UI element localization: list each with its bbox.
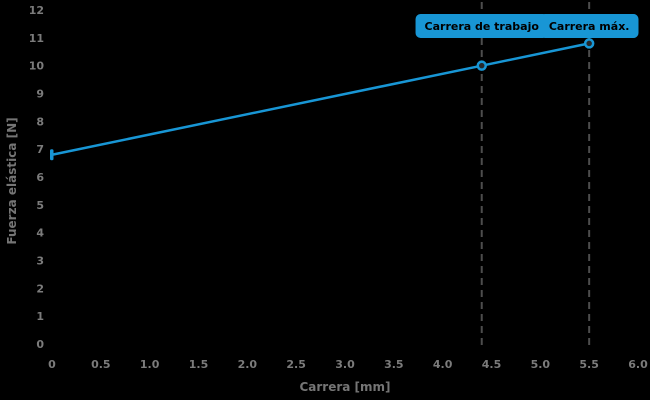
x-tick-label: 1.0 (140, 358, 160, 371)
y-tick-label: 1 (36, 310, 44, 323)
x-tick-label: 2.5 (286, 358, 306, 371)
x-tick-label: 4.5 (482, 358, 502, 371)
x-tick-label: 0 (48, 358, 56, 371)
annotation-badge-label: Carrera máx. (549, 20, 630, 33)
x-tick-label: 1.5 (189, 358, 209, 371)
y-tick-label: 6 (36, 171, 44, 184)
data-point-marker (476, 60, 487, 71)
y-tick-label: 2 (36, 282, 44, 295)
y-tick-label: 5 (36, 199, 44, 212)
y-tick-label: 11 (29, 32, 44, 45)
y-tick-label: 12 (29, 4, 44, 17)
annotation-badge-background (539, 14, 639, 38)
x-tick-label: 6.0 (628, 358, 648, 371)
annotation-badge-1[interactable]: Carrera máx. (539, 14, 639, 38)
annotation-badge-label: Carrera de trabajo (425, 20, 540, 33)
y-tick-label: 7 (36, 143, 44, 156)
x-tick-label: 3.0 (335, 358, 355, 371)
y-axis-title: Fuerza elástica [N] (5, 117, 19, 244)
x-tick-label: 2.0 (238, 358, 258, 371)
x-axis-tick-labels: 0 0.5 1.0 1.5 2.0 2.5 3.0 3.5 4.0 4.5 5.0 5.5 6.0 (48, 358, 648, 371)
x-axis-title: Carrera [mm] (299, 380, 390, 394)
x-tick-label: 4.0 (433, 358, 453, 371)
annotation-badges: Carrera de trabajo Carrera máx. (415, 14, 639, 38)
force-line (51, 42, 590, 156)
y-tick-label: 4 (36, 227, 44, 240)
y-tick-label: 10 (29, 60, 45, 73)
x-tick-label: 5.0 (531, 358, 551, 371)
line-start-marker (50, 149, 54, 161)
y-tick-label: 3 (36, 255, 44, 268)
y-tick-label: 9 (36, 88, 44, 101)
x-tick-label: 3.5 (384, 358, 404, 371)
series-group (50, 38, 595, 161)
x-tick-label: 0.5 (91, 358, 111, 371)
annotation-badge-background (415, 14, 548, 38)
y-tick-label: 8 (36, 115, 44, 128)
y-tick-label: 0 (36, 338, 44, 351)
annotation-lines (480, 2, 591, 347)
x-tick-label: 5.5 (579, 358, 599, 371)
annotation-badge-0[interactable]: Carrera de trabajo (415, 14, 548, 38)
data-point-marker (583, 38, 595, 49)
